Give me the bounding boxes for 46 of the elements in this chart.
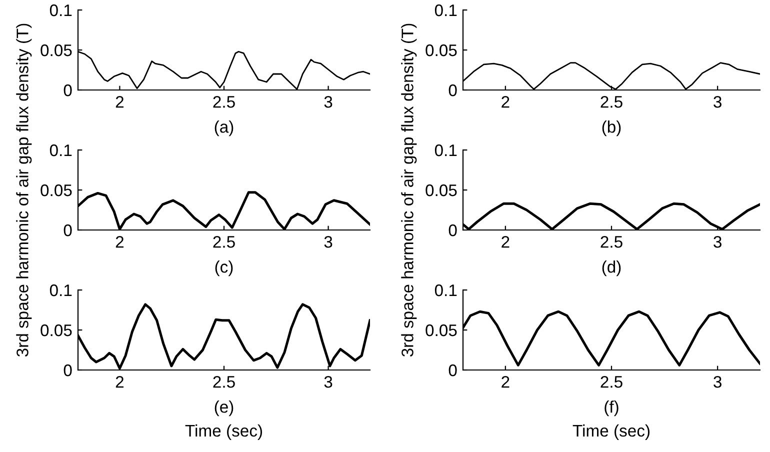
y-tick-label: 0.05 bbox=[426, 184, 457, 196]
x-tick-label: 2 bbox=[502, 236, 510, 248]
y-tick-label: 0.1 bbox=[434, 4, 457, 16]
x-tick-label: 3 bbox=[714, 96, 722, 108]
x-tick-label: 3 bbox=[714, 236, 722, 248]
x-tick-label: 3 bbox=[714, 376, 722, 388]
y-axis-title: 3rd space harmonic of air gap flux density (T) bbox=[16, 24, 32, 357]
y-axis-title: 3rd space harmonic of air gap flux density (T) bbox=[401, 24, 417, 357]
x-tick-label: 3 bbox=[324, 236, 332, 248]
x-tick-label: 2 bbox=[116, 236, 124, 248]
y-tick-label: 0 bbox=[448, 364, 457, 376]
y-tick-label: 0.05 bbox=[40, 184, 72, 196]
text: (c) bbox=[215, 260, 233, 276]
x-tick-label: 2 bbox=[502, 376, 510, 388]
y-tick-label: 0.1 bbox=[50, 144, 72, 156]
y-tick-label: 0.05 bbox=[426, 324, 457, 336]
y-tick-label: 0.1 bbox=[50, 4, 72, 16]
y-tick-label: 0.1 bbox=[50, 284, 72, 296]
y-tick-label: 0.1 bbox=[434, 284, 457, 296]
x-tick-label: 3 bbox=[324, 376, 332, 388]
x-tick-label: 3 bbox=[324, 96, 332, 108]
y-tick-label: 0 bbox=[64, 84, 72, 96]
x-tick-label: 2 bbox=[116, 96, 124, 108]
x-tick-label: 2 bbox=[116, 376, 124, 388]
y-tick-label: 0.05 bbox=[40, 324, 72, 336]
y-tick-label: 0.1 bbox=[434, 144, 457, 156]
x-tick-label: 2.5 bbox=[213, 96, 235, 108]
y-tick-label: 0 bbox=[64, 224, 72, 236]
text: (a) bbox=[214, 120, 234, 136]
text: (f) bbox=[604, 400, 618, 416]
x-axis-title: Time (sec) bbox=[572, 424, 650, 440]
x-tick-label: 2.5 bbox=[600, 96, 622, 108]
x-tick-label: 2.5 bbox=[600, 376, 622, 388]
x-tick-label: 2 bbox=[502, 96, 510, 108]
x-tick-label: 2.5 bbox=[213, 236, 235, 248]
text: (e) bbox=[214, 400, 234, 416]
y-tick-label: 0 bbox=[448, 84, 457, 96]
x-axis-title: Time (sec) bbox=[185, 424, 262, 440]
y-tick-label: 0 bbox=[448, 224, 457, 236]
y-tick-label: 0 bbox=[64, 364, 72, 376]
y-tick-label: 0.05 bbox=[426, 44, 457, 56]
x-tick-label: 2.5 bbox=[600, 236, 622, 248]
x-tick-label: 2.5 bbox=[213, 376, 235, 388]
text: (d) bbox=[602, 260, 621, 276]
y-tick-label: 0.05 bbox=[40, 44, 72, 56]
text: (b) bbox=[602, 120, 621, 136]
